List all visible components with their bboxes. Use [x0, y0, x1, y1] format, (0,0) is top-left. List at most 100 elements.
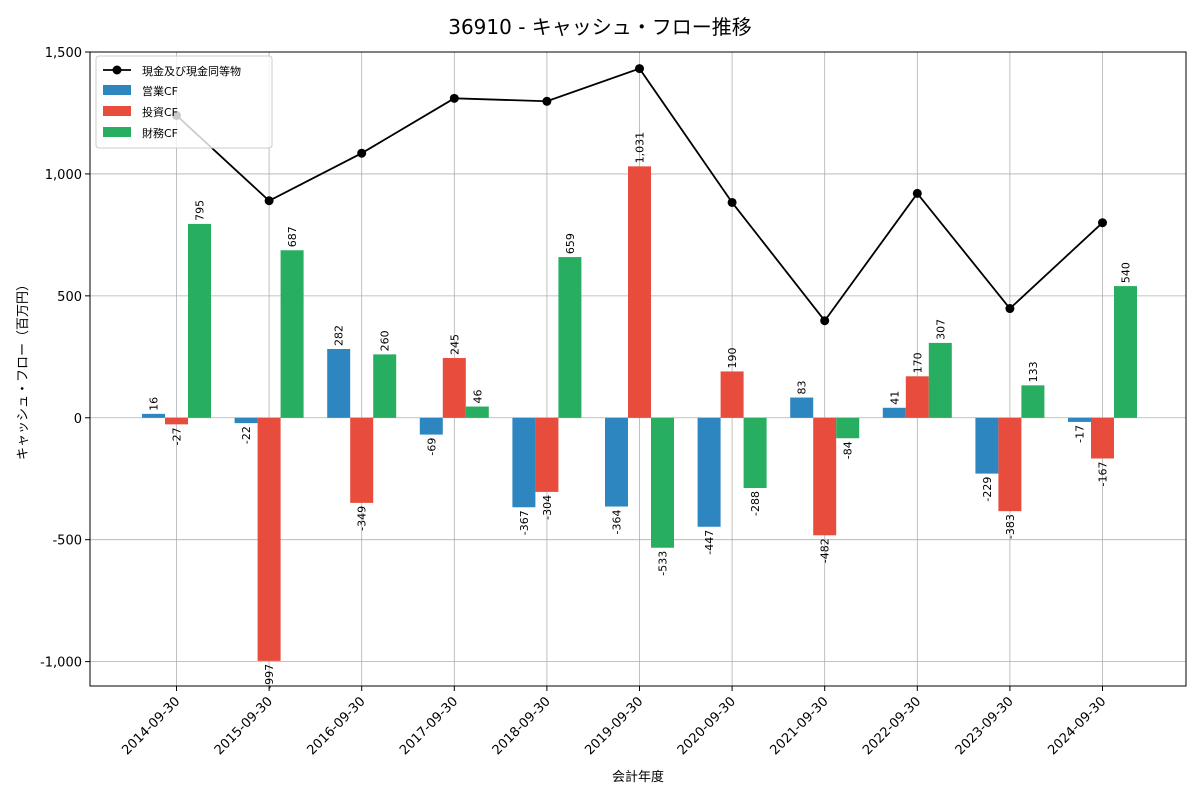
y-tick-label: -1,000	[40, 656, 82, 671]
data-label: 795	[194, 200, 207, 221]
legend-line-marker	[112, 65, 122, 75]
bar-投資CF	[1091, 417, 1114, 459]
data-label: 260	[379, 330, 392, 351]
legend-swatch-financing	[103, 127, 131, 137]
y-tick-label: -500	[52, 534, 82, 549]
data-label: -167	[1097, 461, 1110, 486]
cash-point	[264, 196, 274, 206]
bar-営業CF	[1068, 417, 1091, 422]
bar-投資CF	[442, 358, 466, 418]
bar-営業CF	[419, 417, 443, 435]
bar-財務CF	[280, 250, 304, 418]
data-label: -304	[541, 495, 554, 520]
bar-投資CF	[813, 417, 837, 536]
data-label: -288	[749, 491, 762, 516]
bar-投資CF	[165, 417, 188, 425]
x-tick-label: 2021-09-30	[767, 694, 831, 758]
bar-営業CF	[790, 397, 814, 418]
x-tick-label: 2015-09-30	[212, 694, 276, 758]
x-tick-label: 2014-09-30	[119, 694, 183, 758]
y-tick-label: 0	[74, 412, 82, 427]
y-tick-label: 1,000	[45, 168, 82, 183]
bar-投資CF	[905, 376, 929, 418]
cash-point	[1005, 304, 1015, 314]
x-tick-label: 2017-09-30	[397, 694, 461, 758]
bar-投資CF	[998, 417, 1022, 512]
cash-point	[635, 64, 644, 74]
data-label: -364	[611, 510, 624, 535]
x-tick-label: 2019-09-30	[582, 694, 646, 758]
bar-投資CF	[257, 417, 281, 661]
chart-title: 36910 - キャッシュ・フロー推移	[448, 15, 752, 39]
data-label: -367	[518, 510, 531, 535]
data-label: 282	[333, 325, 346, 346]
legend-swatch-investing	[103, 106, 131, 116]
bar-営業CF	[142, 413, 165, 418]
data-label: 659	[564, 233, 577, 254]
bar-投資CF	[350, 417, 374, 503]
bar-財務CF	[1021, 385, 1045, 418]
bar-財務CF	[188, 223, 211, 418]
legend-label-investing: 投資CF	[142, 105, 178, 119]
data-label: -229	[981, 477, 994, 502]
data-label: -533	[657, 551, 670, 576]
data-label: -349	[356, 506, 369, 531]
y-tick-label: 1,500	[45, 46, 82, 61]
data-label: 41	[888, 391, 901, 405]
data-label: -27	[171, 427, 184, 445]
data-label: -84	[842, 441, 855, 459]
x-tick-label: 2024-09-30	[1045, 694, 1109, 758]
cash-point	[820, 316, 830, 326]
bar-財務CF	[465, 406, 489, 418]
bar-営業CF	[512, 417, 536, 508]
bar-投資CF	[720, 371, 744, 418]
bar-投資CF	[628, 166, 651, 418]
data-label: 190	[726, 347, 739, 368]
data-label: 83	[796, 381, 809, 395]
data-label: 16	[148, 397, 161, 411]
bar-投資CF	[535, 417, 559, 492]
data-label: 133	[1027, 361, 1040, 382]
legend-box	[95, 55, 273, 149]
bar-財務CF	[1114, 286, 1137, 418]
bar-layer	[142, 166, 1137, 661]
bar-営業CF	[234, 417, 258, 424]
bar-営業CF	[605, 417, 628, 507]
data-label: -383	[1004, 514, 1017, 539]
data-label: 170	[911, 352, 924, 373]
x-tick-label: 2018-09-30	[490, 694, 554, 758]
data-label: 1,031	[634, 132, 647, 164]
bar-営業CF	[697, 417, 721, 527]
x-tick-label: 2022-09-30	[860, 694, 924, 758]
data-label: -17	[1074, 425, 1087, 443]
bar-財務CF	[928, 342, 952, 418]
x-tick-label: 2020-09-30	[675, 694, 739, 758]
plot-frame	[89, 51, 1187, 687]
legend-swatch-operating	[103, 85, 131, 95]
legend-label-operating: 営業CF	[142, 84, 178, 98]
cash-point	[449, 93, 459, 103]
line-layer	[172, 64, 1107, 326]
data-label: -447	[703, 530, 716, 555]
y-axis-label: キャッシュ・フロー（百万円）	[16, 278, 31, 460]
x-axis-label: 会計年度	[612, 769, 664, 785]
data-label: 307	[934, 319, 947, 340]
bar-営業CF	[975, 417, 999, 474]
bar-財務CF	[836, 417, 860, 439]
data-label: 245	[448, 334, 461, 355]
x-tick-label: 2016-09-30	[304, 694, 368, 758]
y-tick-label: 500	[57, 290, 82, 305]
legend: 現金及び現金同等物 営業CF 投資CF 財務CF	[95, 55, 273, 149]
legend-label-financing: 財務CF	[142, 126, 178, 140]
cash-point	[1098, 218, 1107, 228]
data-label: -482	[819, 538, 832, 563]
data-label: 540	[1120, 262, 1133, 283]
data-label: -997	[263, 664, 276, 689]
bar-財務CF	[373, 354, 397, 418]
data-label: 687	[286, 226, 299, 247]
x-tick-label: 2023-09-30	[953, 694, 1017, 758]
legend-label-cash: 現金及び現金同等物	[142, 64, 241, 78]
bar-財務CF	[651, 417, 674, 548]
data-label: -22	[240, 426, 253, 444]
